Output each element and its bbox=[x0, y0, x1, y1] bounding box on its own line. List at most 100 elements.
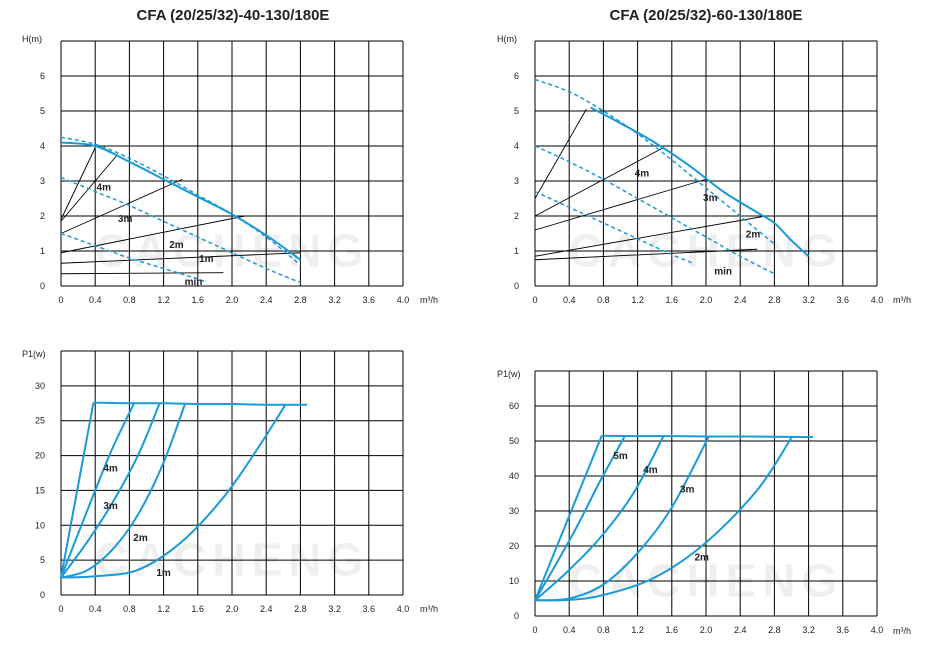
x-tick-label: 0.8 bbox=[123, 295, 136, 305]
y-tick-label: 6 bbox=[514, 71, 519, 81]
x-tick-label: 0.8 bbox=[597, 625, 610, 635]
dashed-performance-curve bbox=[534, 145, 775, 275]
performance-curve bbox=[534, 436, 710, 602]
y-tick-label: 2 bbox=[40, 211, 45, 221]
chart-title: CFA (20/25/32)-40-130/180E bbox=[137, 7, 330, 24]
x-tick-label: 1.2 bbox=[631, 295, 644, 305]
y-tick-label: 1 bbox=[40, 246, 45, 256]
y-tick-label: 1 bbox=[514, 246, 519, 256]
x-tick-label: 3.6 bbox=[363, 604, 376, 614]
x-tick-label: 2.4 bbox=[260, 604, 273, 614]
y-tick-label: 4 bbox=[514, 141, 519, 151]
x-axis-unit: m³/h bbox=[420, 295, 438, 305]
curve-label: 4m bbox=[643, 465, 658, 476]
performance-curve bbox=[60, 403, 186, 579]
x-tick-label: 2.8 bbox=[294, 295, 307, 305]
system-curve bbox=[60, 154, 118, 222]
x-tick-label: 3.6 bbox=[363, 295, 376, 305]
performance-curve bbox=[534, 436, 793, 602]
y-tick-label: 10 bbox=[509, 576, 519, 586]
curve-label: 4m bbox=[97, 182, 112, 193]
x-tick-label: 1.6 bbox=[192, 295, 205, 305]
x-tick-label: 2.8 bbox=[768, 625, 781, 635]
y-tick-label: 50 bbox=[509, 436, 519, 446]
y-tick-label: 10 bbox=[35, 520, 45, 530]
watermark-text: CACHENG bbox=[569, 554, 844, 606]
x-tick-label: 2.8 bbox=[768, 295, 781, 305]
x-tick-label: 1.6 bbox=[192, 604, 205, 614]
x-tick-label: 4.0 bbox=[397, 295, 410, 305]
y-tick-label: 5 bbox=[40, 555, 45, 565]
power-chart-60: P1(w) m³/h CACHENG 0 0.4 0.8 1.2 1.6 2.0 2.4 2.8… bbox=[497, 369, 911, 636]
curve-label: 3m bbox=[703, 193, 718, 204]
x-tick-label: 0 bbox=[58, 295, 63, 305]
x-tick-label: 2.8 bbox=[294, 604, 307, 614]
performance-curve bbox=[534, 436, 665, 602]
dashed-performance-curve bbox=[60, 136, 301, 266]
y-tick-label: 30 bbox=[509, 506, 519, 516]
x-tick-label: 4.0 bbox=[397, 604, 410, 614]
y-axis-label: H(m) bbox=[497, 34, 517, 44]
y-tick-label: 6 bbox=[40, 71, 45, 81]
curve-label: min bbox=[185, 277, 203, 288]
y-tick-label: 3 bbox=[514, 176, 519, 186]
x-tick-label: 1.2 bbox=[157, 604, 170, 614]
y-axis-label: P1(w) bbox=[22, 349, 46, 359]
x-tick-label: 0 bbox=[532, 625, 537, 635]
y-tick-label: 2 bbox=[514, 211, 519, 221]
x-tick-label: 1.2 bbox=[631, 625, 644, 635]
performance-curve bbox=[534, 435, 626, 601]
y-tick-label: 0 bbox=[40, 590, 45, 600]
y-tick-label: 40 bbox=[509, 471, 519, 481]
x-tick-label: 0.4 bbox=[563, 295, 576, 305]
watermark-text: CACHENG bbox=[569, 224, 844, 276]
x-tick-label: 3.2 bbox=[802, 625, 815, 635]
y-tick-label: 60 bbox=[509, 401, 519, 411]
curve-label: 1m bbox=[156, 568, 171, 579]
y-tick-label: 5 bbox=[514, 106, 519, 116]
system-curve bbox=[534, 147, 664, 217]
power-chart-40: P1(w) m³/h CACHENG 0 0.4 0.8 1.2 1.6 2.0 2.4 2.8… bbox=[22, 349, 438, 614]
x-tick-label: 2.0 bbox=[226, 295, 239, 305]
system-curve bbox=[60, 178, 183, 234]
y-axis-label: H(m) bbox=[22, 34, 42, 44]
x-tick-label: 2.0 bbox=[700, 295, 713, 305]
system-curve bbox=[534, 248, 758, 261]
curve-label: 2m bbox=[694, 553, 709, 564]
y-tick-label: 25 bbox=[35, 416, 45, 426]
x-axis-unit: m³/h bbox=[420, 604, 438, 614]
watermark-text: CACHENG bbox=[95, 533, 370, 585]
system-curve bbox=[60, 272, 224, 275]
performance-curve bbox=[601, 434, 813, 439]
system-curve bbox=[60, 147, 96, 220]
curve-label: 2m bbox=[133, 533, 148, 544]
curve-label: 4m bbox=[103, 463, 118, 474]
system-curve bbox=[60, 215, 245, 254]
system-curve bbox=[534, 215, 766, 257]
y-tick-label: 20 bbox=[509, 541, 519, 551]
x-tick-label: 0.8 bbox=[597, 295, 610, 305]
y-tick-label: 30 bbox=[35, 381, 45, 391]
x-tick-label: 2.4 bbox=[734, 295, 747, 305]
head-chart-40: CFA (20/25/32)-40-130/180E H(m) m³/h CAC… bbox=[22, 7, 438, 305]
y-tick-label: 0 bbox=[40, 281, 45, 291]
y-tick-label: 0 bbox=[514, 281, 519, 291]
y-tick-label: 15 bbox=[35, 485, 45, 495]
x-tick-label: 0.4 bbox=[89, 604, 102, 614]
y-tick-label: 20 bbox=[35, 451, 45, 461]
curve-label: 4m bbox=[635, 168, 650, 179]
x-tick-label: 3.2 bbox=[802, 295, 815, 305]
x-tick-label: 4.0 bbox=[871, 625, 884, 635]
watermark-text: CACHENG bbox=[95, 224, 370, 276]
y-tick-label: 4 bbox=[40, 141, 45, 151]
x-tick-label: 3.2 bbox=[328, 604, 341, 614]
y-tick-label: 0 bbox=[514, 611, 519, 621]
curve-label: 2m bbox=[169, 240, 184, 251]
system-curve bbox=[60, 252, 301, 264]
x-tick-label: 1.6 bbox=[666, 295, 679, 305]
grid bbox=[60, 40, 404, 287]
grid bbox=[534, 40, 878, 287]
x-tick-label: 0.4 bbox=[563, 625, 576, 635]
curve-label: 3m bbox=[118, 214, 133, 225]
